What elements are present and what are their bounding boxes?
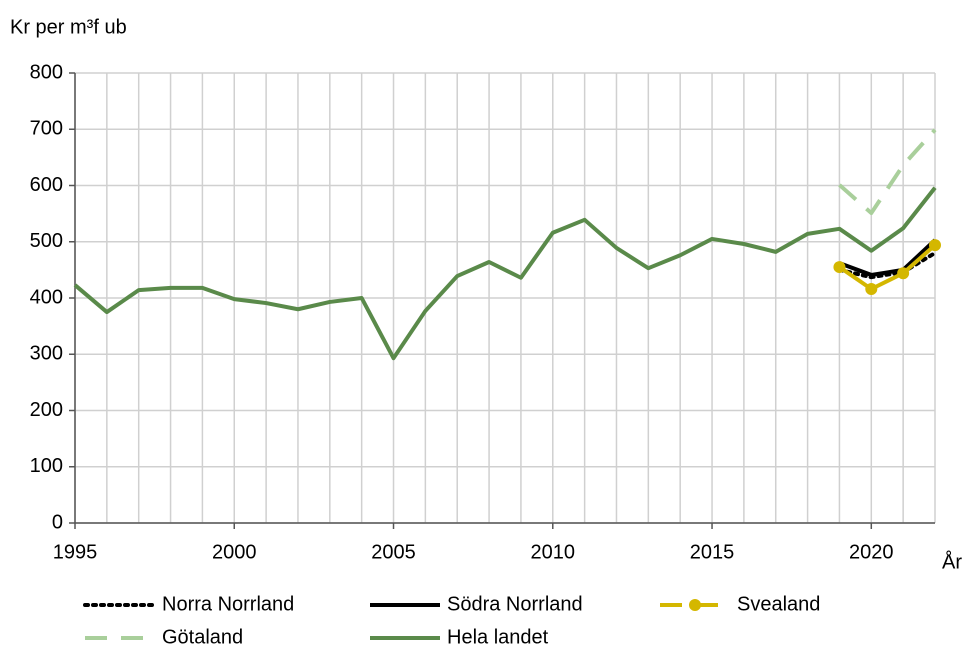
x-tick-label: 2000	[212, 541, 257, 563]
y-tick-label: 700	[30, 118, 63, 140]
series-line	[837, 251, 937, 280]
legend-marker	[689, 599, 701, 611]
series-line	[73, 186, 937, 361]
x-tick-label: 2015	[690, 541, 735, 563]
x-tick-label: 2020	[849, 541, 894, 563]
y-axis-label: Kr per m³f ub	[10, 16, 127, 38]
y-tick-label: 600	[30, 174, 63, 196]
legend-label: Norra Norrland	[162, 593, 294, 615]
y-tick-label: 800	[30, 61, 63, 83]
y-tick-label: 500	[30, 230, 63, 252]
y-tick-label: 400	[30, 286, 63, 308]
point	[833, 261, 846, 274]
point	[929, 239, 941, 252]
series-line	[838, 128, 937, 216]
x-tick-label: 2010	[531, 541, 576, 563]
y-tick-label: 200	[30, 399, 63, 421]
point	[865, 283, 878, 295]
series-line	[838, 238, 937, 277]
legend-label: Södra Norrland	[447, 593, 583, 615]
x-tick-label: 1995	[53, 541, 98, 563]
legend-label: Hela landet	[447, 626, 549, 648]
y-tick-label: 300	[30, 343, 63, 365]
y-tick-label: 100	[30, 455, 63, 477]
y-tick-label: 0	[52, 511, 63, 533]
x-tick-label: 2005	[371, 541, 416, 563]
legend-label: Götaland	[162, 626, 243, 648]
legend-label: Svealand	[737, 593, 820, 615]
series-line	[838, 243, 937, 291]
point	[897, 267, 910, 280]
x-axis-label: År	[942, 550, 962, 573]
